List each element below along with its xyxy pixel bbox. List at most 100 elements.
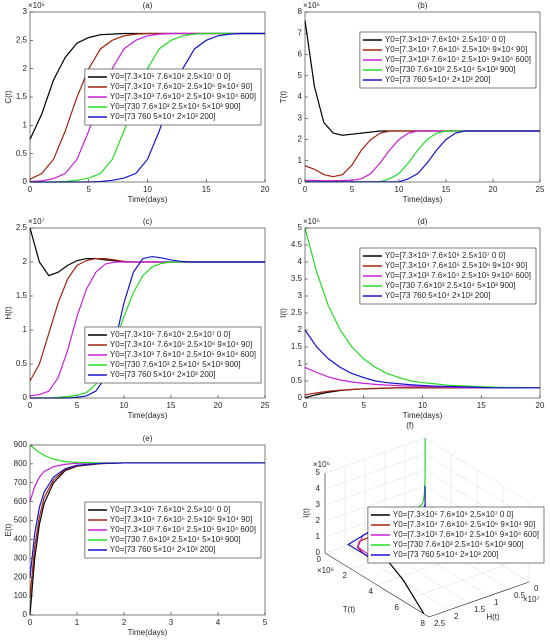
y-tick-label: 2.5 [434,619,446,628]
y-tick-label: 300 [14,553,28,562]
grid-line [324,485,426,522]
data-line [30,32,265,183]
x-axis-label: Time(days) [128,411,168,420]
legend-box [359,247,537,305]
legend-label: Y0=[7.3×10⁵ 7.6×10⁶ 2.5×10⁷ 0 0] [385,35,505,44]
x-tick-label: 1 [75,618,80,627]
legend-label: Y0=[7.3×10⁴ 7.6×10⁵ 2.5×10⁶ 9×10⁴ 90] [385,261,527,270]
axis-line [324,552,430,618]
legend-label: Y0=[7.3×10³ 7.6×10⁴ 2.5×10⁵ 9×10⁴ 600] [110,350,256,359]
grid-line [344,545,450,611]
legend-label: Y0=[730 7.6×10³ 2.5×10⁴ 5×10³ 900] [110,102,241,111]
grid-line [424,437,530,503]
y-tick-label: 800 [14,459,28,468]
grid-line [402,565,504,602]
legend-label: Y0=[73 760 5×10⁴ 2×10³ 200] [385,291,491,300]
legend-label: Y0=[730 7.6×10³ 2.5×10⁴ 5×10³ 900] [385,65,516,74]
legend: Y0=[7.3×10⁵ 7.6×10⁶ 2.5×10⁷ 0 0]Y0=[7.3×… [359,31,537,89]
x-tick-label: 5 [362,401,367,410]
y-axis-label: T(t) [279,90,288,103]
x-tick-label: 15 [477,401,486,410]
legend-box [359,31,537,89]
y-axis-label: H(t) [486,613,500,622]
z-tick-label: 5 [316,468,321,477]
y-tick-label: 1 [298,156,303,165]
y-tick-label: 1.5 [291,342,303,351]
y-tick-label: 2 [23,257,28,266]
plot-frame [29,227,266,399]
x-tick-label: 20 [214,401,223,410]
legend-label: Y0=[7.3×10³ 7.6×10⁴ 2.5×10⁵ 9×10⁴ 600] [385,271,531,280]
x-tick-label: 15 [202,185,211,194]
y-tick-label: 4 [298,92,303,101]
legend-box [84,501,262,559]
x-multiplier: ×10⁶ [317,566,334,575]
legend-label: Y0=[7.3×10³ 7.6×10⁴ 2.5×10⁵ 9×10⁴ 600] [110,525,256,534]
grid-line [324,453,426,490]
y-tick-label: 4 [298,257,303,266]
legend-label: Y0=[7.3×10⁴ 7.6×10⁵ 2.5×10⁶ 9×10⁴ 90] [110,515,252,524]
legend: Y0=[7.3×10⁵ 7.6×10⁶ 2.5×10⁷ 0 0]Y0=[7.3×… [84,326,262,384]
y-axis-label: I(t) [279,308,288,318]
x-tick-label: 5 [263,618,268,627]
x-tick-label: 20 [489,185,498,194]
y-tick-label: 700 [14,478,28,487]
y-tick-label: 5 [298,71,303,80]
panel-title: (a) [143,1,153,10]
legend-box [367,506,545,564]
plot-frame [29,444,266,616]
x-tick-label: 10 [395,185,404,194]
y-tick-label: 2.5 [291,308,303,317]
y-tick-label: 0 [298,177,303,186]
legend-label: Y0=[7.3×10³ 7.6×10⁴ 2.5×10⁵ 9×10⁴ 600] [393,530,539,539]
x-tick-label: 5 [350,185,355,194]
legend-label: Y0=[73 760 5×10⁴ 2×10³ 200] [393,550,499,559]
grid-line [324,437,426,474]
legend-box [84,68,262,126]
y-tick-label: 1.5 [16,92,28,101]
y-tick-label: 0 [23,177,28,186]
x-tick-label: 20 [261,185,270,194]
x-tick-label: 4 [369,587,374,596]
y-tick-label: 5 [298,223,303,232]
legend-label: Y0=[730 7.6×10³ 2.5×10⁴ 5×10³ 900] [110,535,241,544]
x-tick-label: 25 [536,185,545,194]
legend: Y0=[7.3×10⁵ 7.6×10⁶ 2.5×10⁷ 0 0]Y0=[7.3×… [359,247,537,305]
y-axis-label: E(t) [4,523,13,536]
x-tick-label: 0 [303,185,308,194]
legend-label: Y0=[7.3×10⁵ 7.6×10⁶ 2.5×10⁷ 0 0] [110,330,230,339]
y-tick-label: 1 [23,120,28,129]
y-tick-label: 2 [23,64,28,73]
legend-label: Y0=[730 7.6×10³ 2.5×10⁴ 5×10³ 900] [385,281,516,290]
x-tick-label: 10 [120,401,129,410]
z-tick-label: 0 [316,548,321,557]
legend-label: Y0=[730 7.6×10³ 2.5×10⁴ 5×10³ 900] [393,540,524,549]
y-multiplier: ×10⁷ [523,595,540,604]
legend-label: Y0=[7.3×10⁴ 7.6×10⁵ 2.5×10⁶ 9×10⁴ 90] [393,520,535,529]
panel-title: (b) [418,1,428,10]
panel-title: (e) [143,434,153,443]
x-tick-label: 20 [536,401,545,410]
legend: Y0=[7.3×10⁵ 7.6×10⁶ 2.5×10⁷ 0 0]Y0=[7.3×… [84,501,262,559]
x-tick-label: 10 [143,185,152,194]
y-tick-label: 3.5 [291,274,303,283]
y-tick-label: 1 [298,359,303,368]
y-tick-label: 1 [23,325,28,334]
y-tick-label: 4.5 [291,240,303,249]
x-tick-label: 5 [87,185,92,194]
y-tick-label: 500 [14,516,28,525]
z-axis-label: I(t) [302,508,311,518]
z-tick-label: 2 [316,516,321,525]
y-tick-label: 2 [298,135,303,144]
y-axis-label: C(t) [4,90,13,104]
legend-label: Y0=[7.3×10⁵ 7.6×10⁶ 2.5×10⁷ 0 0] [393,510,513,519]
y-tick-label: 600 [14,497,28,506]
panel-title: (c) [143,217,153,226]
y-tick-label: 3 [23,7,28,16]
y-tick-label: 0 [534,584,539,593]
y-multiplier: ×10⁶ [28,1,45,10]
legend-label: Y0=[7.3×10⁴ 7.6×10⁵ 2.5×10⁶ 9×10⁴ 90] [110,340,252,349]
y-tick-label: 1.5 [16,291,28,300]
y-multiplier: ×10⁶ [303,1,320,10]
